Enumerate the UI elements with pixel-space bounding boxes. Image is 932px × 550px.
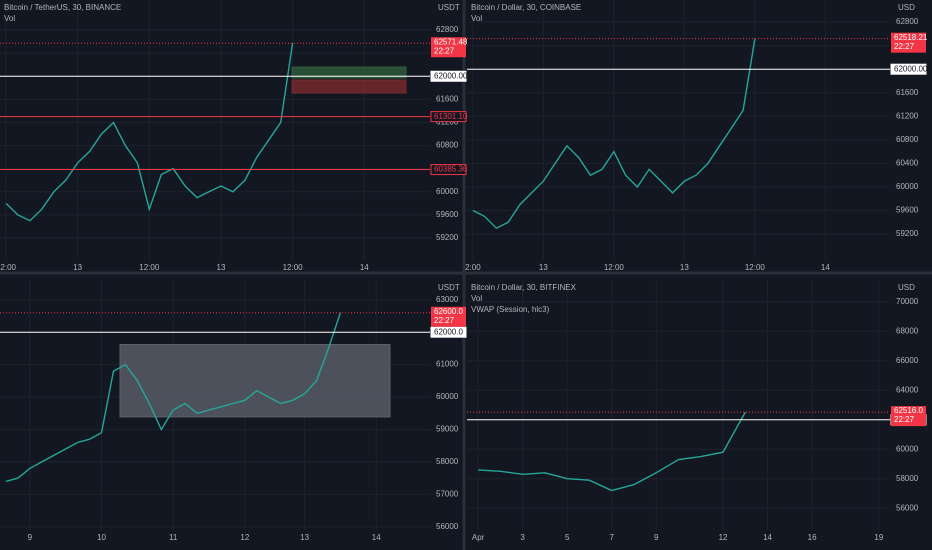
last-price-tag xyxy=(891,32,926,53)
x-tick-label: 12 xyxy=(240,533,249,542)
y-tick-label: 60400 xyxy=(896,159,919,168)
x-tick-label: 14 xyxy=(821,263,830,272)
y-tick-label: 61200 xyxy=(896,111,919,120)
level-tag xyxy=(430,164,467,176)
price-line xyxy=(5,312,342,483)
zone xyxy=(291,66,407,79)
x-tick-label: 11 xyxy=(169,533,178,542)
x-tick-label: 9 xyxy=(28,533,33,542)
currency: USDT xyxy=(438,3,460,12)
y-tick-label: 57000 xyxy=(436,489,459,498)
x-tick-label: 10 xyxy=(97,533,106,542)
last-price-label: 62571.48 xyxy=(434,37,468,46)
y-tick-label: 64000 xyxy=(896,385,919,394)
y-tick-label: 60000 xyxy=(896,182,919,191)
level-label: 62000.00 xyxy=(434,71,468,80)
y-tick-label: 59600 xyxy=(436,210,459,219)
x-tick-label: 9 xyxy=(654,533,659,542)
x-tick-label: 13 xyxy=(680,263,689,272)
y-tick-label: 60000 xyxy=(436,392,459,401)
y-tick-label: 61600 xyxy=(896,88,919,97)
x-tick-label: 12:00 xyxy=(604,263,625,272)
level-label: 62000.00 xyxy=(894,64,928,73)
x-tick-label: 12:00 xyxy=(745,263,766,272)
x-tick-label: 12:00 xyxy=(139,263,160,272)
panel-title: Bitcoin / Dollar, 30, BITFINEX xyxy=(471,283,577,292)
y-tick-label: 70000 xyxy=(896,297,919,306)
y-tick-label: 60000 xyxy=(436,187,459,196)
x-tick-label: 13 xyxy=(300,533,309,542)
price-line xyxy=(472,38,756,230)
y-tick-label: 56000 xyxy=(436,522,459,531)
x-tick-label: 14 xyxy=(360,263,369,272)
last-price-tag xyxy=(431,37,466,58)
y-tick-label: 58000 xyxy=(436,457,459,466)
x-tick-label: 14 xyxy=(763,533,772,542)
price-line xyxy=(5,43,294,222)
last-price-tag xyxy=(431,306,466,327)
countdown: 22:27 xyxy=(894,42,915,51)
y-tick-label: 56000 xyxy=(896,503,919,512)
y-tick-label: 66000 xyxy=(896,356,919,365)
last-price-label: 62516.0 xyxy=(894,406,923,415)
y-tick-label: 63000 xyxy=(436,295,459,304)
x-tick-label: 12:00 xyxy=(283,263,304,272)
x-tick-label: 3 xyxy=(520,533,525,542)
y-tick-label: 59200 xyxy=(436,233,459,242)
level-tag xyxy=(430,326,467,338)
y-tick-label: 62800 xyxy=(436,25,459,34)
level-tag xyxy=(430,70,467,82)
indicator: Vol xyxy=(4,14,15,23)
panel-title: Bitcoin / TetherUS, 30, BINANCE xyxy=(4,3,121,12)
level-label: 60385.36 xyxy=(434,165,468,174)
level-tag xyxy=(430,111,467,123)
y-tick-label: 59600 xyxy=(896,206,919,215)
y-tick-label: 61000 xyxy=(436,360,459,369)
indicator: Vol xyxy=(471,14,482,23)
x-tick-label: 19 xyxy=(874,533,883,542)
countdown: 22:27 xyxy=(434,46,455,55)
y-tick-label: 59000 xyxy=(436,425,459,434)
x-tick-label: 13 xyxy=(217,263,226,272)
y-tick-label: 68000 xyxy=(896,326,919,335)
x-tick-label: 5 xyxy=(565,533,570,542)
y-tick-label: 58000 xyxy=(896,474,919,483)
x-tick-label: 13 xyxy=(539,263,548,272)
x-tick-label: 14 xyxy=(372,533,381,542)
x-tick-label: 13 xyxy=(73,263,82,272)
x-tick-label: 2:00 xyxy=(465,263,481,272)
x-tick-label: 12 xyxy=(719,533,728,542)
y-tick-label: 61600 xyxy=(436,94,459,103)
currency: USD xyxy=(898,283,915,292)
currency: USDT xyxy=(438,283,460,292)
y-tick-label: 60000 xyxy=(896,444,919,453)
last-price-label: 62600.0 xyxy=(434,307,463,316)
indicator: VWAP (Session, hlc3) xyxy=(471,305,550,314)
currency: USD xyxy=(898,3,915,12)
panel-title: Bitcoin / Dollar, 30, COINBASE xyxy=(471,3,581,12)
zone xyxy=(291,79,407,94)
last-price-tag xyxy=(891,406,926,427)
x-tick-label: Apr xyxy=(472,533,485,542)
x-tick-label: 16 xyxy=(808,533,817,542)
y-tick-label: 59200 xyxy=(896,229,919,238)
level-label: 62000.0 xyxy=(434,327,463,336)
x-tick-label: 7 xyxy=(609,533,614,542)
level-tag xyxy=(890,63,927,75)
zone xyxy=(119,343,391,418)
y-tick-label: 62800 xyxy=(896,17,919,26)
x-tick-label: 12:00 xyxy=(0,263,17,272)
indicator: Vol xyxy=(471,294,482,303)
y-tick-label: 60800 xyxy=(436,141,459,150)
level-label: 61301.10 xyxy=(434,112,468,121)
price-line xyxy=(478,411,746,492)
countdown: 22:27 xyxy=(434,316,455,325)
last-price-label: 62518.21 xyxy=(894,33,928,42)
countdown: 22:27 xyxy=(894,415,915,424)
y-tick-label: 60800 xyxy=(896,135,919,144)
